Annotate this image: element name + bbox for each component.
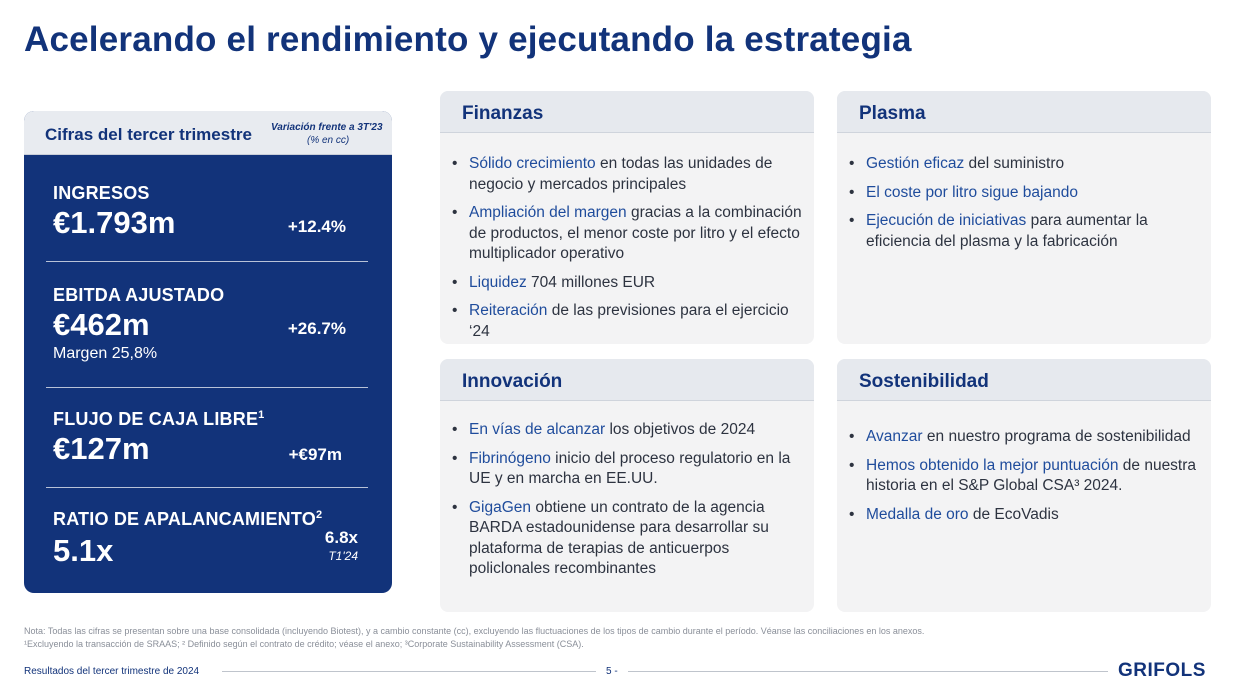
list-item: • En vías de alcanzar los objetivos de 20… (452, 421, 756, 438)
kpi-panel-title: Cifras del tercer trimestre (45, 125, 252, 144)
list-item: • Ampliación del margen gracias a la comb… (452, 204, 802, 262)
list-item: • El coste por litro sigue bajando (849, 183, 1078, 201)
kpi-label: FLUJO DE CAJA LIBRE1 (53, 409, 265, 429)
card-innovacion: Innovación • En vías de alcanzar los obje… (440, 359, 814, 612)
list-item: • Medalla de oro de EcoVadis (849, 505, 1059, 523)
list-item: • GigaGen obtiene un contrato de la agenc… (452, 498, 769, 578)
card-title: Sostenibilidad (859, 371, 989, 392)
card-plasma: Plasma • Gestión eficaz del suministro • E… (837, 91, 1211, 344)
list-item: • Gestión eficaz del suministro (849, 155, 1065, 172)
card-header: Finanzas (440, 91, 814, 133)
kpi-value: 5.1x (53, 533, 114, 568)
kpi-flujo-caja: FLUJO DE CAJA LIBRE1 €127m +€97m (53, 409, 368, 469)
footnote-definitions: ¹Excluyendo la transacción de SRAAS; ² D… (24, 639, 584, 649)
footnote-ref: 1 (258, 409, 265, 421)
divider (46, 387, 368, 388)
list-item: • Hemos obtenido la mejor puntuación de n… (849, 456, 1197, 495)
footer-divider (222, 671, 596, 672)
kpi-change-period: T1'24 (328, 549, 358, 563)
list-item: • Fibrinógeno inicio del proceso regulato… (452, 449, 791, 488)
page-number: 5 - (606, 666, 618, 677)
bullet-list: • Sólido crecimiento en todas las unidade… (452, 154, 804, 344)
list-item: • Ejecución de iniciativas para aumentar … (849, 212, 1148, 250)
grifols-logo: GRIFOLS (1118, 660, 1206, 681)
kpi-apalancamiento: RATIO DE APALANCAMIENTO2 5.1x 6.8x T1'24 (53, 509, 368, 579)
card-sostenibilidad: Sostenibilidad • Avanzar en nuestro progr… (837, 359, 1211, 612)
kpi-value: €127m (53, 431, 150, 466)
kpi-value: €1.793m (53, 205, 176, 240)
kpi-change: +12.4% (287, 217, 346, 236)
kpi-label: INGRESOS (53, 183, 150, 203)
kpi-ingresos: INGRESOS €1.793m +12.4% (53, 183, 368, 243)
list-item: • Reiteración de las previsiones para el … (452, 302, 789, 340)
divider (46, 487, 368, 488)
bullet-list: • Gestión eficaz del suministro • El coste… (849, 154, 1201, 260)
card-title: Plasma (859, 103, 926, 124)
footnote-note: Nota: Todas las cifras se presentan sobr… (24, 626, 925, 636)
kpi-panel-header: Cifras del tercer trimestre Variación fr… (24, 111, 392, 155)
kpi-change: +26.7% (287, 319, 346, 338)
card-finanzas: Finanzas • Sólido crecimiento en todas la… (440, 91, 814, 344)
kpi-label: EBITDA AJUSTADO (53, 285, 225, 305)
footnote-ref: 2 (315, 509, 323, 521)
bullet-list: • Avanzar en nuestro programa de sostenib… (849, 427, 1201, 533)
unit-note: (% en cc) (307, 135, 350, 146)
kpi-panel: Cifras del tercer trimestre Variación fr… (24, 111, 392, 593)
list-item: • Sólido crecimiento en todas las unidade… (452, 155, 773, 193)
kpi-ebitda: EBITDA AJUSTADO €462m +26.7% Margen 25,8… (53, 285, 368, 375)
footer-divider (628, 671, 1108, 672)
card-header: Sostenibilidad (837, 359, 1211, 401)
card-header: Plasma (837, 91, 1211, 133)
kpi-margin: Margen 25,8% (53, 345, 158, 362)
card-title: Innovación (462, 371, 563, 392)
footer-report-title: Resultados del tercer trimestre de 2024 (24, 666, 200, 677)
card-title: Finanzas (462, 103, 544, 124)
footnotes: Nota: Todas las cifras se presentan sobr… (24, 625, 924, 651)
card-header: Innovación (440, 359, 814, 401)
kpi-change: +€97m (288, 445, 342, 464)
bullet-list: • En vías de alcanzar los objetivos de 20… (452, 420, 804, 588)
list-item: • Avanzar en nuestro programa de sostenib… (849, 428, 1191, 445)
divider (46, 261, 368, 262)
list-item: • Liquidez 704 millones EUR (452, 273, 656, 291)
kpi-value: €462m (53, 307, 150, 342)
kpi-change: 6.8x (324, 528, 358, 547)
variation-note: Variación frente a 3T'23 (271, 122, 383, 133)
kpi-label: RATIO DE APALANCAMIENTO2 (53, 509, 323, 529)
page-title: Acelerando el rendimiento y ejecutando l… (24, 20, 912, 59)
